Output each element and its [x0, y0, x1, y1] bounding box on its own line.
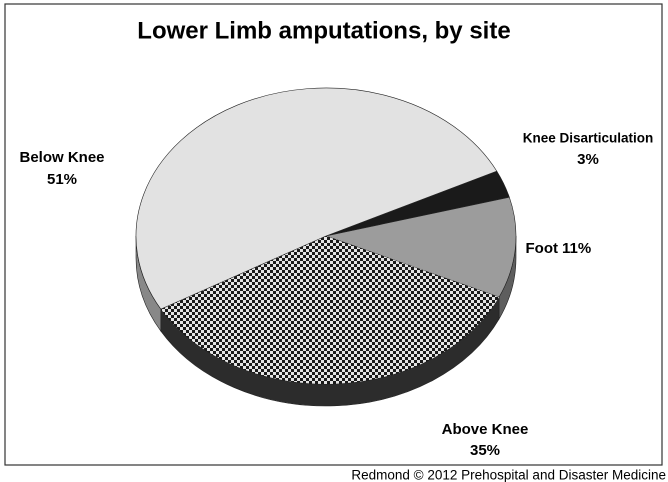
value-label: 11% — [562, 240, 591, 257]
value-label: 3% — [577, 151, 599, 168]
slice — [135, 87, 498, 310]
chart-title: Lower Limb amputations, by site — [137, 17, 510, 44]
value-label: 51% — [47, 171, 77, 188]
slice — [324, 196, 517, 298]
source: Redmond © 2012 Prehospital and Disaster … — [351, 468, 666, 482]
pie — [135, 87, 517, 407]
value-label: 35% — [470, 442, 500, 459]
category-label: Foot — [526, 240, 558, 257]
category-label: Knee Disarticulation — [523, 131, 654, 146]
category-label: Below Knee — [19, 149, 104, 166]
slice-texture — [160, 236, 500, 385]
category-label: Above Knee — [442, 421, 529, 438]
